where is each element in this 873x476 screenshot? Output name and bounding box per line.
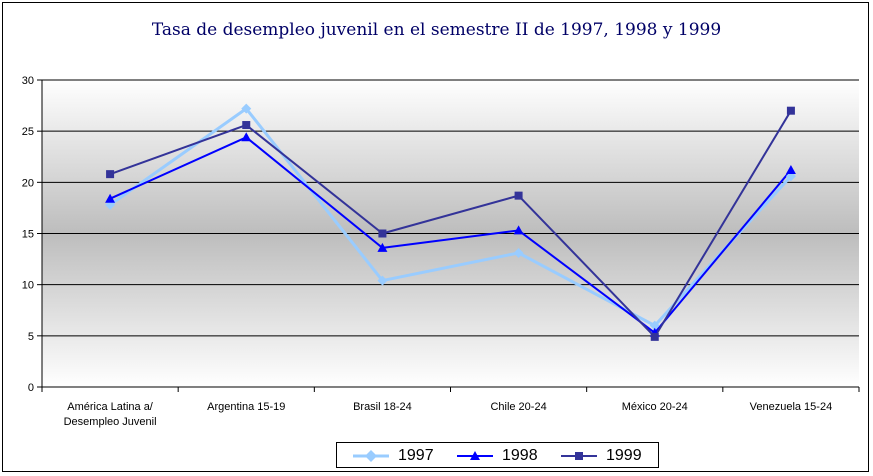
legend-swatch-1997 [353,450,389,462]
x-tick-label: Chile 20-24 [490,401,546,413]
series-line-1999 [109,110,792,338]
x-tick-label: Desempleo Juvenil [64,416,157,428]
point-1998 [241,132,252,142]
y-tick-label: 15 [22,229,34,241]
point-1999 [650,332,659,341]
x-tick-label: Argentina 15-19 [207,401,285,413]
point-1998 [377,242,388,252]
point-1999 [242,121,251,130]
y-tick-label: 25 [22,126,34,138]
y-tick-label: 10 [22,280,34,292]
point-1997 [377,275,388,286]
legend-item-1999: 1999 [559,446,642,466]
point-1997 [649,320,660,331]
y-tick-label: 0 [28,382,34,394]
y-tick-label: 20 [22,177,34,189]
point-1998 [785,165,796,175]
y-tick-label: 5 [28,331,34,343]
legend: 1997 1998 1999 [336,442,659,468]
point-1999 [514,191,523,200]
x-tick-label: América Latina a/ [67,401,154,413]
point-1997 [241,103,252,114]
point-1998 [105,193,116,203]
y-tick-label: 30 [22,75,34,87]
legend-item-1998: 1998 [455,446,538,466]
legend-label-1997: 1997 [398,447,434,464]
legend-label-1998: 1998 [502,447,538,464]
x-tick-label: Venezuela 15-24 [750,401,833,413]
legend-swatch-1999 [561,452,597,460]
x-tick-label: México 20-24 [622,401,688,413]
point-1997 [513,247,524,258]
point-1999 [378,229,387,238]
legend-label-1999: 1999 [606,447,642,464]
point-1999 [106,170,115,179]
legend-swatch-1998 [457,451,493,460]
x-tick-label: Brasil 18-24 [353,401,412,413]
point-1998 [513,225,524,235]
chart-title: Tasa de desempleo juvenil en el semestre… [151,20,722,40]
legend-item-1997: 1997 [351,446,434,466]
series-line-1998 [109,136,792,334]
point-1999 [786,106,795,115]
